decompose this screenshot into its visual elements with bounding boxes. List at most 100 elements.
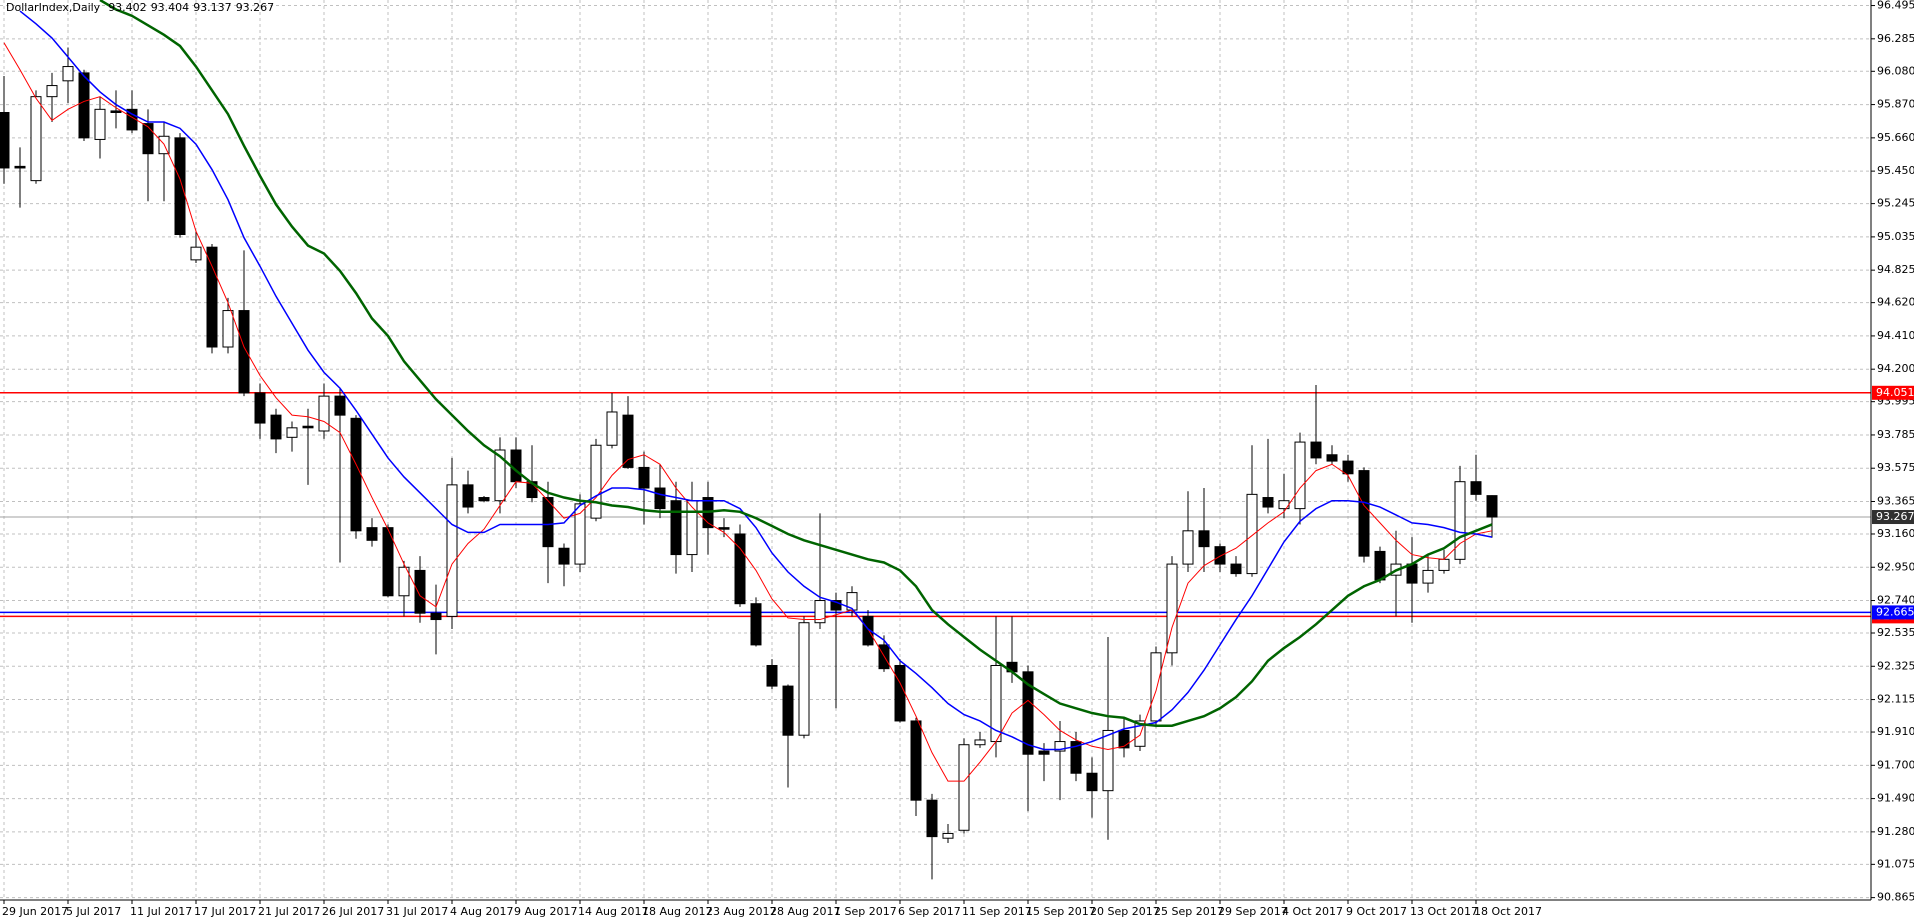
candle-body [894, 664, 906, 722]
header: DollarIndex,Daily 93.402 93.404 93.137 93.26… [6, 1, 274, 14]
candle-body [1198, 530, 1210, 548]
candle-body [558, 547, 570, 565]
x-tick-label: 9 Oct 2017 [1346, 905, 1407, 918]
candle-body [1422, 569, 1434, 584]
candle-body [670, 500, 682, 556]
header-high: 93.404 [151, 1, 190, 14]
x-tick-label: 18 Oct 2017 [1474, 905, 1542, 918]
y-tick-label: 91.700 [1877, 758, 1914, 771]
candles [0, 47, 1498, 880]
x-tick-label: 29 Jun 2017 [2, 905, 68, 918]
candle-body [270, 414, 282, 440]
y-tick-label: 93.365 [1877, 494, 1914, 507]
candle-body [78, 72, 90, 139]
candle-body [1038, 750, 1050, 755]
moving-averages [3, 0, 1493, 782]
candle-body [1294, 441, 1306, 510]
candle-body [1438, 558, 1450, 571]
header-open: 93.402 [108, 1, 147, 14]
candle-body [766, 664, 778, 687]
candle-body [190, 246, 202, 261]
x-tick-label: 26 Jul 2017 [322, 905, 384, 918]
candle-body [1342, 460, 1354, 475]
x-tick-label: 31 Jul 2017 [386, 905, 448, 918]
candle-body [542, 497, 554, 548]
candle-body [974, 739, 986, 746]
candle-body [718, 527, 730, 530]
x-tick-label: 11 Sep 2017 [962, 905, 1032, 918]
candle-body [590, 444, 602, 519]
candle-body [814, 600, 826, 624]
candle-body [1374, 550, 1386, 581]
y-tick-label: 93.160 [1877, 527, 1914, 540]
candle-body [1134, 720, 1146, 747]
candle-body [14, 165, 26, 169]
y-tick-label: 92.950 [1877, 560, 1914, 573]
candle-body [958, 744, 970, 831]
y-tick-label: 93.575 [1877, 461, 1914, 474]
candle-body [862, 615, 874, 646]
moving-average [99, 0, 1493, 727]
grid [0, 0, 1871, 900]
current-price-box [1872, 510, 1914, 525]
candle-body [318, 395, 330, 432]
x-tick-label: 11 Jul 2017 [130, 905, 192, 918]
level-label-box [1872, 385, 1914, 400]
x-tick-label: 5 Jul 2017 [66, 905, 121, 918]
candle-body [1118, 729, 1130, 749]
x-tick-label: 17 Jul 2017 [194, 905, 256, 918]
candle-body [1166, 563, 1178, 654]
candle-body [830, 600, 842, 611]
candle-body [1406, 563, 1418, 584]
y-tick-label: 94.200 [1877, 362, 1914, 375]
x-tick-label: 25 Sep 2017 [1154, 905, 1224, 918]
moving-average [19, 10, 1493, 751]
candle-body [478, 497, 490, 502]
header-low: 93.137 [193, 1, 232, 14]
candle-body [910, 720, 922, 801]
candle-body [494, 449, 506, 502]
y-tick-label: 92.115 [1877, 693, 1914, 706]
y-tick-label: 95.660 [1877, 131, 1914, 144]
candle-body [606, 411, 618, 446]
candle-body [286, 427, 298, 438]
x-tick-label: 6 Sep 2017 [898, 905, 961, 918]
y-tick-label: 93.785 [1877, 428, 1914, 441]
y-tick-label: 90.865 [1877, 891, 1914, 904]
y-tick-label: 92.740 [1877, 594, 1914, 607]
y-tick-label: 95.450 [1877, 164, 1914, 177]
candle-body [142, 123, 154, 155]
candle-body [414, 569, 426, 614]
y-tick-label: 95.870 [1877, 98, 1914, 111]
candle-body [302, 425, 314, 429]
candle-body [1470, 481, 1482, 495]
y-tick-label: 92.535 [1877, 626, 1914, 639]
candle-body [1150, 652, 1162, 722]
x-tick-label: 21 Jul 2017 [258, 905, 320, 918]
y-tick-label: 94.825 [1877, 263, 1914, 276]
candle-body [798, 622, 810, 736]
chart-title: DollarIndex,Daily [6, 1, 101, 14]
candle-body [1310, 441, 1322, 459]
y-tick-label: 96.080 [1877, 64, 1914, 77]
candle-body [1230, 563, 1242, 575]
level-label: 94.051 [1876, 386, 1914, 399]
candle-body [574, 503, 586, 565]
candle-body [334, 395, 346, 416]
candle-body [1454, 481, 1466, 560]
candle-body [94, 108, 106, 140]
x-tick-label: 14 Aug 2017 [578, 905, 648, 918]
current-price-label: 93.267 [1876, 510, 1914, 523]
candle-body [622, 414, 634, 468]
x-tick-label: 1 Sep 2017 [834, 905, 897, 918]
candle-body [206, 246, 218, 348]
candle-body [638, 466, 650, 489]
y-tick-label: 96.495 [1877, 0, 1914, 12]
candle-body [174, 137, 186, 236]
x-tick-label: 29 Sep 2017 [1218, 905, 1288, 918]
candle-body [382, 527, 394, 597]
x-tick-label: 15 Sep 2017 [1026, 905, 1096, 918]
